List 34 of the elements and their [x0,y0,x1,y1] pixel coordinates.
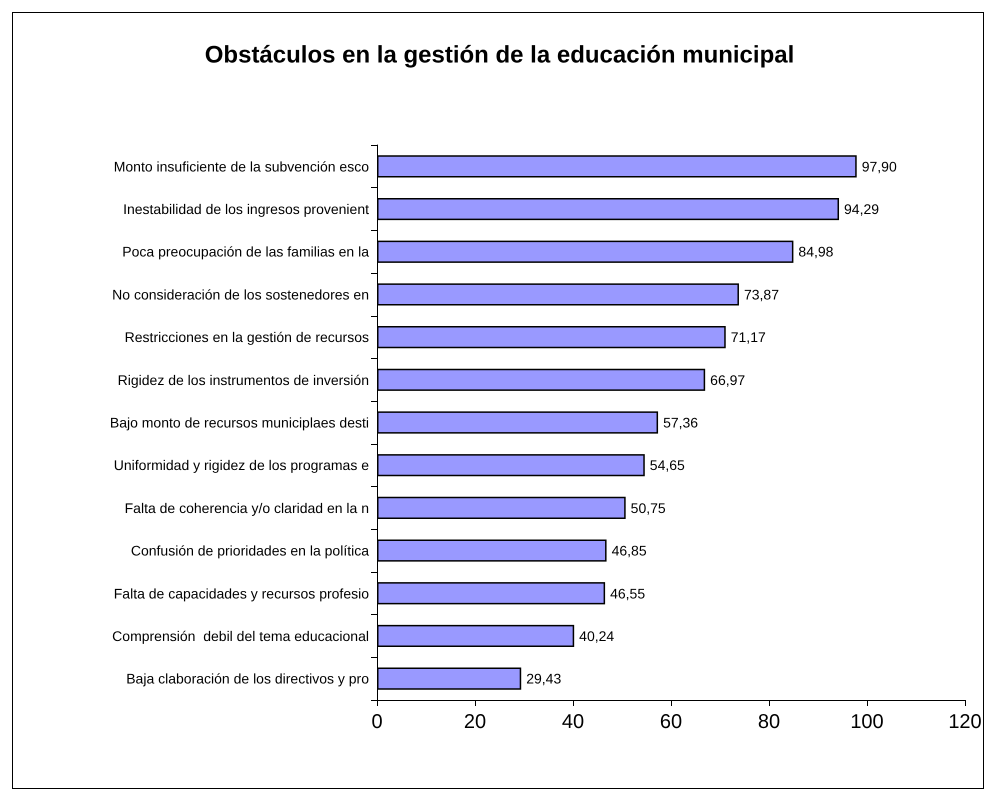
x-tick-label: 40 [562,711,584,733]
data-label: 54,65 [650,457,686,474]
x-tick-label: 80 [758,711,780,733]
y-tick-label: Uniformidad y rigidez de los programas e [114,457,370,474]
y-tick-label: Rigidez de los instrumentos de inversión [118,372,369,388]
y-tick-label: Bajo monto de recursos municiplaes desti [110,414,369,430]
data-label: 57,36 [663,414,698,430]
y-tick-label: No consideración de los sostenedores en [112,286,369,302]
chart-title: Obstáculos en la gestión de la educación municipal [204,42,794,68]
x-tick-label: 20 [464,711,486,733]
data-label: 97,90 [862,158,897,174]
x-tick-label: 100 [850,711,884,733]
data-label: 50,75 [630,500,666,516]
data-label: 84,98 [798,244,834,260]
x-tick-label: 120 [948,711,982,733]
y-tick-label: Confusión de prioridades en la política [130,542,370,559]
data-label: 71,17 [730,329,766,346]
y-tick-label: Poca preocupación de las familias en la [122,244,370,260]
data-label: 66,97 [710,372,746,388]
y-tick-label: Comprensión debil del tema educacional [112,628,369,644]
y-tick-label: Falta de coherencia y/o claridad en la n [124,500,369,516]
y-tick-label: Restricciones en la gestión de recursos [124,329,369,346]
x-tick-label: 60 [660,711,682,733]
data-label: 94,29 [844,201,880,218]
y-tick-label: Baja claboración de los directivos y pro [126,670,370,687]
y-tick-label: Inestabilidad de los ingresos provenient [123,201,370,218]
data-label: 46,55 [610,585,646,602]
data-label: 46,85 [612,542,647,559]
data-label: 73,87 [744,286,780,302]
y-tick-label: Falta de capacidades y recursos profesio [114,585,370,602]
x-tick-label: 0 [371,711,383,733]
y-tick-label: Monto insuficiente de la subvención esco [114,158,370,174]
data-label: 29,43 [526,670,562,687]
data-label: 40,24 [579,628,614,644]
